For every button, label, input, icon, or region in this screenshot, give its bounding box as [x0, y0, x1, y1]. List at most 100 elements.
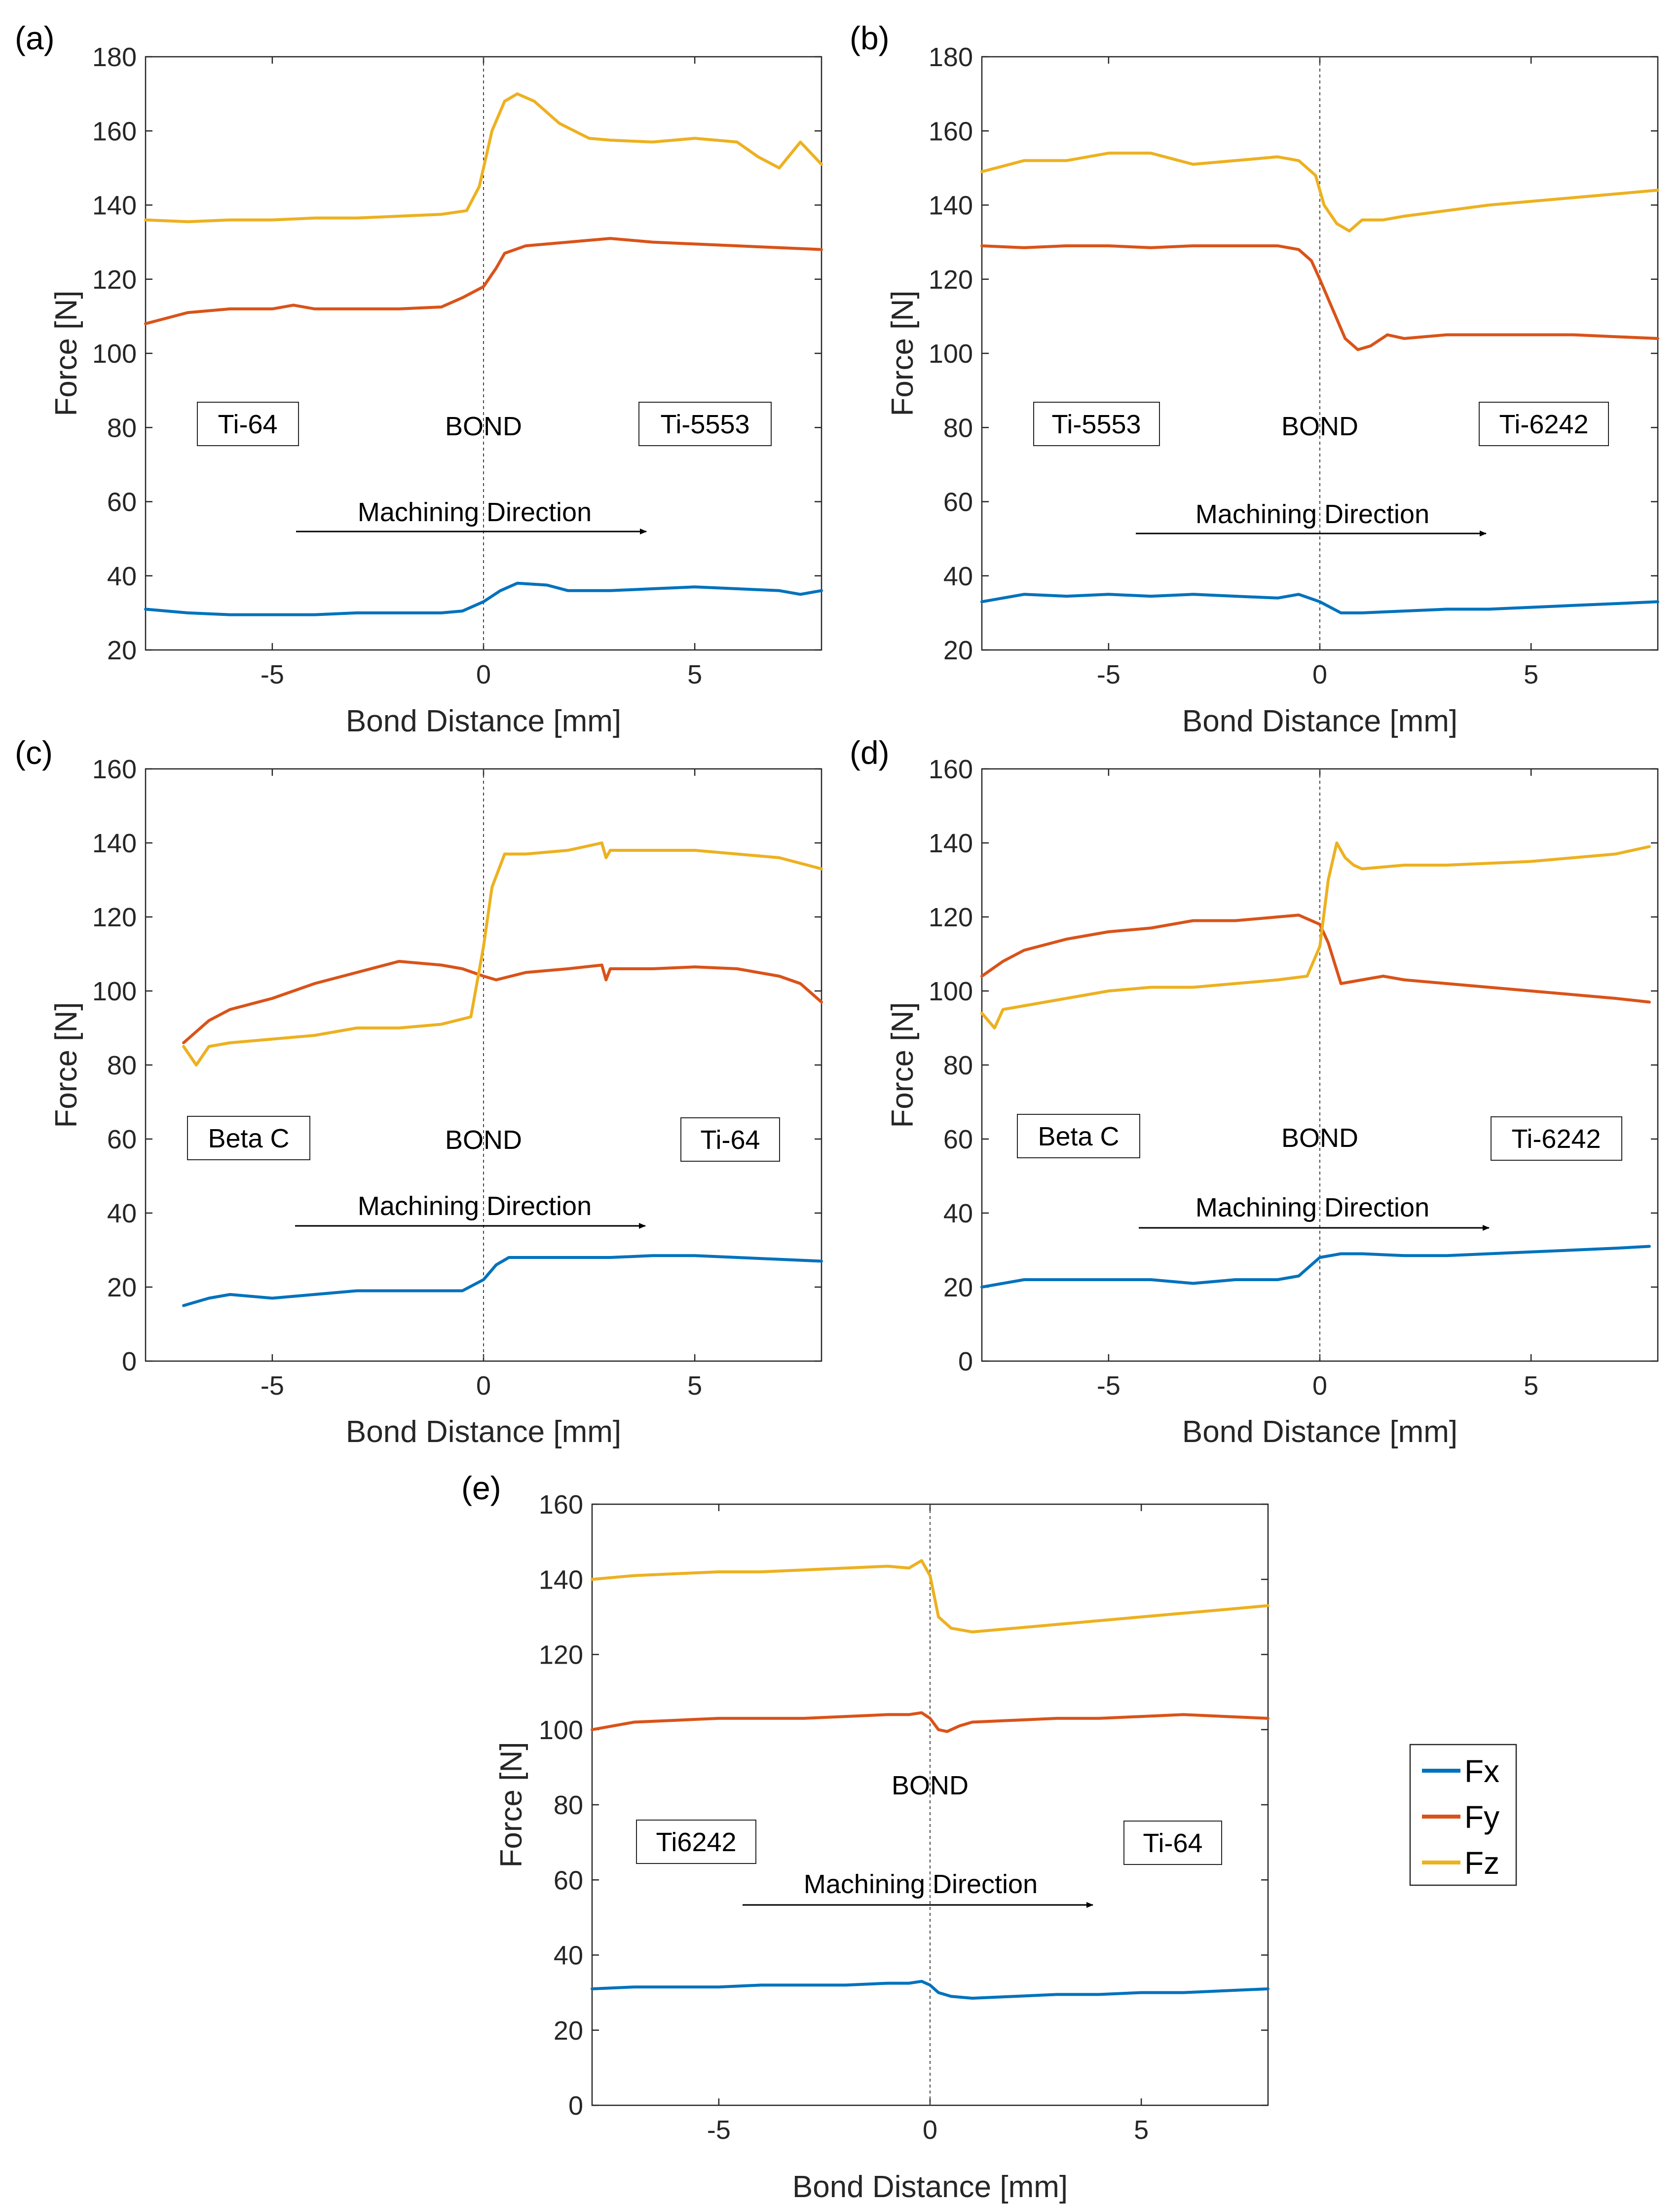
bond-label: BOND — [445, 412, 522, 441]
y-tick-label: 140 — [92, 191, 137, 221]
y-tick-label: 80 — [107, 1051, 137, 1080]
right-material-label: Ti-64 — [700, 1125, 760, 1155]
series-group — [980, 841, 1651, 1289]
y-tick-label: 140 — [929, 829, 973, 858]
y-tick-label: 120 — [929, 903, 973, 932]
y-tick-label: 60 — [107, 488, 137, 517]
series-line-fx — [144, 581, 823, 616]
panel-letter: (d) — [850, 734, 890, 771]
y-tick-label: 160 — [929, 116, 973, 146]
x-tick-label: 0 — [1312, 660, 1327, 689]
y-tick-label: 20 — [107, 1273, 137, 1302]
machining-direction-label: Machining Direction — [804, 1869, 1038, 1899]
y-axis-title: Force [N] — [886, 1002, 920, 1128]
y-tick-label: 120 — [539, 1640, 583, 1670]
ticks: 20 40 60 80 100 120 140 160 180 -5 0 5 — [92, 42, 821, 689]
left-material-label: Ti-5553 — [1051, 410, 1141, 439]
series-line-fz — [182, 841, 823, 1066]
x-tick-label: 0 — [923, 2115, 937, 2145]
y-tick-label: 60 — [943, 1125, 973, 1154]
series-line-fy — [980, 244, 1659, 351]
left-material-label: Beta C — [208, 1124, 289, 1153]
x-axis-title: Bond Distance [mm] — [346, 1415, 621, 1449]
y-tick-label: 20 — [554, 2016, 583, 2046]
y-tick-label: 40 — [943, 1199, 973, 1228]
y-tick-label: 80 — [943, 413, 973, 443]
y-tick-label: 100 — [92, 977, 137, 1006]
bond-label: BOND — [892, 1771, 969, 1800]
y-tick-label: 60 — [554, 1865, 583, 1895]
y-tick-label: 180 — [92, 42, 137, 72]
x-tick-label: 0 — [1312, 1371, 1327, 1401]
ticks: 0 20 40 60 80 100 120 140 160 -5 0 5 — [539, 1490, 1268, 2145]
right-material-label: Ti-6242 — [1511, 1124, 1601, 1154]
x-tick-label: -5 — [261, 660, 284, 689]
left-material-label: Ti-64 — [218, 410, 277, 439]
bond-label: BOND — [1281, 412, 1358, 441]
x-tick-label: 0 — [476, 660, 491, 689]
plot-area — [591, 1503, 1269, 2106]
series-line-fx — [980, 1245, 1651, 1289]
right-material-box — [1491, 1116, 1622, 1161]
y-axis-title: Force [N] — [886, 291, 920, 417]
x-tick-label: 5 — [1134, 2115, 1149, 2145]
machining-direction-label: Machining Direction — [1195, 1193, 1429, 1222]
bond-label: BOND — [445, 1125, 522, 1155]
series-line-fx — [591, 1979, 1269, 2000]
y-tick-label: 40 — [943, 562, 973, 591]
y-tick-label: 160 — [929, 755, 973, 784]
left-material-label: Ti6242 — [656, 1827, 736, 1857]
left-material-box — [187, 1116, 310, 1160]
y-tick-label: 120 — [92, 903, 137, 932]
y-tick-label: 0 — [568, 2091, 583, 2121]
legend-label-fz: Fz — [1464, 1845, 1499, 1881]
y-tick-label: 40 — [107, 562, 137, 591]
x-axis-title: Bond Distance [mm] — [1182, 704, 1457, 738]
bond-label: BOND — [1281, 1123, 1358, 1153]
series-group — [144, 92, 823, 616]
y-tick-label: 60 — [943, 488, 973, 517]
y-tick-label: 160 — [92, 116, 137, 146]
ticks: 0 20 40 60 80 100 120 140 160 -5 0 5 — [929, 755, 1658, 1401]
left-material-label: Beta C — [1038, 1122, 1119, 1151]
y-tick-label: 0 — [122, 1347, 137, 1376]
y-tick-label: 140 — [929, 191, 973, 221]
y-tick-label: 100 — [539, 1715, 583, 1745]
series-line-fz — [980, 841, 1651, 1029]
y-tick-label: 120 — [929, 265, 973, 295]
series-line-fy — [591, 1711, 1269, 1733]
x-tick-label: 5 — [1524, 660, 1538, 689]
y-tick-label: 100 — [929, 977, 973, 1006]
series-line-fx — [182, 1254, 823, 1307]
panel-a: (a) 20 40 60 80 100 120 140 160 180 -5 0 5 Force [N… — [15, 20, 823, 738]
panel-b: (b) 20 40 60 80 100 120 140 160 180 -5 0 5 Force [N… — [850, 20, 1659, 738]
right-material-label: Ti-6242 — [1499, 410, 1588, 439]
left-material-box — [197, 402, 299, 446]
ticks: 20 40 60 80 100 120 140 160 180 -5 0 5 — [929, 42, 1658, 689]
x-tick-label: -5 — [1097, 660, 1120, 689]
right-material-label: Ti-5553 — [660, 410, 749, 439]
legend-label-fx: Fx — [1464, 1753, 1499, 1789]
machining-direction-label: Machining Direction — [358, 1191, 592, 1221]
left-material-box — [1017, 1114, 1140, 1158]
x-tick-label: 5 — [687, 660, 702, 689]
series-line-fz — [591, 1559, 1269, 1634]
x-tick-label: 0 — [476, 1371, 491, 1401]
series-group — [591, 1559, 1269, 2000]
series-group — [980, 152, 1659, 614]
y-tick-label: 20 — [107, 636, 137, 665]
x-axis-title: Bond Distance [mm] — [792, 2170, 1068, 2204]
series-group — [182, 841, 823, 1307]
legend-item-fy: Fy — [1422, 1799, 1499, 1835]
y-tick-label: 0 — [958, 1347, 973, 1376]
series-line-fz — [980, 152, 1659, 233]
y-tick-label: 20 — [943, 1273, 973, 1302]
legend-label-fy: Fy — [1464, 1799, 1499, 1835]
y-tick-label: 100 — [929, 339, 973, 369]
x-tick-label: 5 — [1524, 1371, 1538, 1401]
y-axis-title: Force [N] — [49, 1002, 83, 1128]
machining-direction-label: Machining Direction — [1195, 499, 1429, 529]
y-tick-label: 40 — [107, 1199, 137, 1228]
